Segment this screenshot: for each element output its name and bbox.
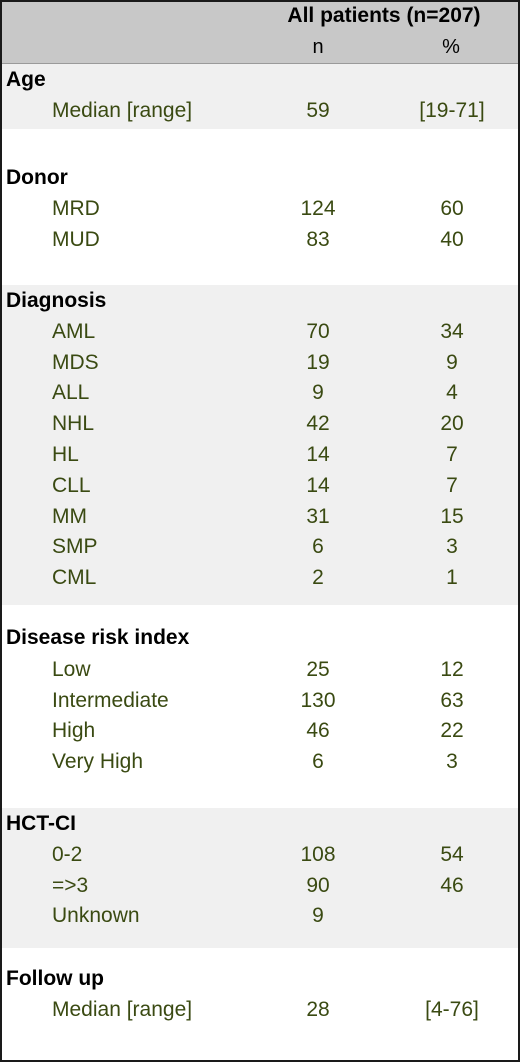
section-title: Diagnosis [6, 289, 107, 312]
header-col-pct: % [442, 36, 460, 58]
row-n: 6 [312, 535, 324, 558]
row-n: 42 [306, 412, 330, 435]
row-label: Very High [52, 750, 144, 773]
table-row: 0-2 108 54 [2, 843, 518, 874]
row-n: 14 [306, 474, 330, 497]
row-label: NHL [52, 412, 95, 435]
row-n: 70 [306, 320, 330, 343]
row-label: =>3 [52, 874, 89, 897]
row-n: 25 [306, 658, 330, 681]
table-row: NHL 42 20 [2, 412, 518, 443]
table-row: =>3 90 46 [2, 874, 518, 905]
row-label: ALL [52, 381, 90, 404]
section-hct-ci: HCT-CI 0-2 108 54 =>3 90 46 Unknown 9 [2, 808, 518, 948]
row-n: 124 [300, 197, 336, 220]
row-label: Low [52, 658, 91, 681]
row-label: 0-2 [52, 843, 83, 866]
section-title: Donor [6, 166, 68, 189]
row-n: 9 [312, 381, 324, 404]
row-pct: 20 [440, 412, 464, 435]
table-row: HL 14 7 [2, 443, 518, 474]
row-label: High [52, 719, 96, 742]
row-pct: 4 [446, 381, 458, 404]
row-pct: 54 [440, 843, 464, 866]
row-n: 28 [306, 998, 330, 1021]
row-pct: 46 [440, 874, 464, 897]
section-title: HCT-CI [6, 812, 76, 835]
row-pct: 9 [446, 351, 458, 374]
table-row: ALL 9 4 [2, 381, 518, 412]
table-row: CLL 14 7 [2, 474, 518, 505]
row-pct: 40 [440, 228, 464, 251]
row-label: CML [52, 566, 97, 589]
table-row: Intermediate 130 63 [2, 689, 518, 720]
row-label: CLL [52, 474, 91, 497]
section-follow-up: Follow up Median [range] 28 [4-76] [2, 961, 518, 1060]
row-label: SMP [52, 535, 98, 558]
row-pct: 63 [440, 689, 464, 712]
section-diagnosis: Diagnosis AML 70 34 MDS 19 9 ALL 9 4 NHL… [2, 285, 518, 605]
row-label: Median [range] [52, 99, 193, 122]
section-disease-risk-index: Disease risk index Low 25 12 Intermediat… [2, 623, 518, 793]
row-label: Median [range] [52, 998, 193, 1021]
row-label: MUD [52, 228, 100, 251]
row-pct: 7 [446, 474, 458, 497]
row-label: MRD [52, 197, 100, 220]
header-title: All patients (n=207) [287, 4, 481, 27]
table-row: SMP 6 3 [2, 535, 518, 566]
table-row: Median [range] 59 [19-71] [2, 99, 518, 130]
table-row: Median [range] 28 [4-76] [2, 998, 518, 1029]
row-pct: 3 [446, 535, 458, 558]
row-n: 31 [306, 505, 330, 528]
table-row: MM 31 15 [2, 505, 518, 536]
row-n: 2 [312, 566, 324, 589]
row-label: Unknown [52, 904, 140, 927]
row-label: AML [52, 320, 96, 343]
row-n: 9 [312, 904, 324, 927]
table-row: Very High 6 3 [2, 750, 518, 781]
table-row: High 46 22 [2, 719, 518, 750]
row-n: 46 [306, 719, 330, 742]
section-title: Age [6, 68, 46, 91]
row-label: HL [52, 443, 79, 466]
table-row: MDS 19 9 [2, 351, 518, 382]
row-n: 83 [306, 228, 330, 251]
row-pct: 1 [446, 566, 458, 589]
row-n: 19 [306, 351, 330, 374]
row-label: MDS [52, 351, 99, 374]
row-pct: 12 [440, 658, 464, 681]
table-header: All patients (n=207) n % [2, 2, 518, 64]
row-n: 108 [300, 843, 336, 866]
row-n: 90 [306, 874, 330, 897]
header-col-n: n [312, 36, 324, 58]
table-row: AML 70 34 [2, 320, 518, 351]
row-label: MM [52, 505, 87, 528]
table-row: Low 25 12 [2, 658, 518, 689]
table-row: MUD 83 40 [2, 228, 518, 259]
row-pct: [4-76] [425, 998, 479, 1021]
row-n: 6 [312, 750, 324, 773]
row-label: Intermediate [52, 689, 169, 712]
row-pct: 34 [440, 320, 464, 343]
row-pct: 60 [440, 197, 464, 220]
section-title: Follow up [6, 967, 104, 990]
table-row: MRD 124 60 [2, 197, 518, 228]
table-row: CML 2 1 [2, 566, 518, 597]
table-row: Unknown 9 [2, 904, 518, 935]
row-pct: 15 [440, 505, 464, 528]
row-n: 14 [306, 443, 330, 466]
section-age: Age Median [range] 59 [19-71] [2, 64, 518, 129]
row-pct: [19-71] [419, 99, 485, 122]
row-pct: 3 [446, 750, 458, 773]
row-pct: 7 [446, 443, 458, 466]
row-n: 59 [306, 99, 330, 122]
section-title: Disease risk index [6, 626, 190, 649]
row-n: 130 [300, 689, 336, 712]
section-donor: Donor MRD 124 60 MUD 83 40 [2, 163, 518, 275]
row-pct: 22 [440, 719, 464, 742]
